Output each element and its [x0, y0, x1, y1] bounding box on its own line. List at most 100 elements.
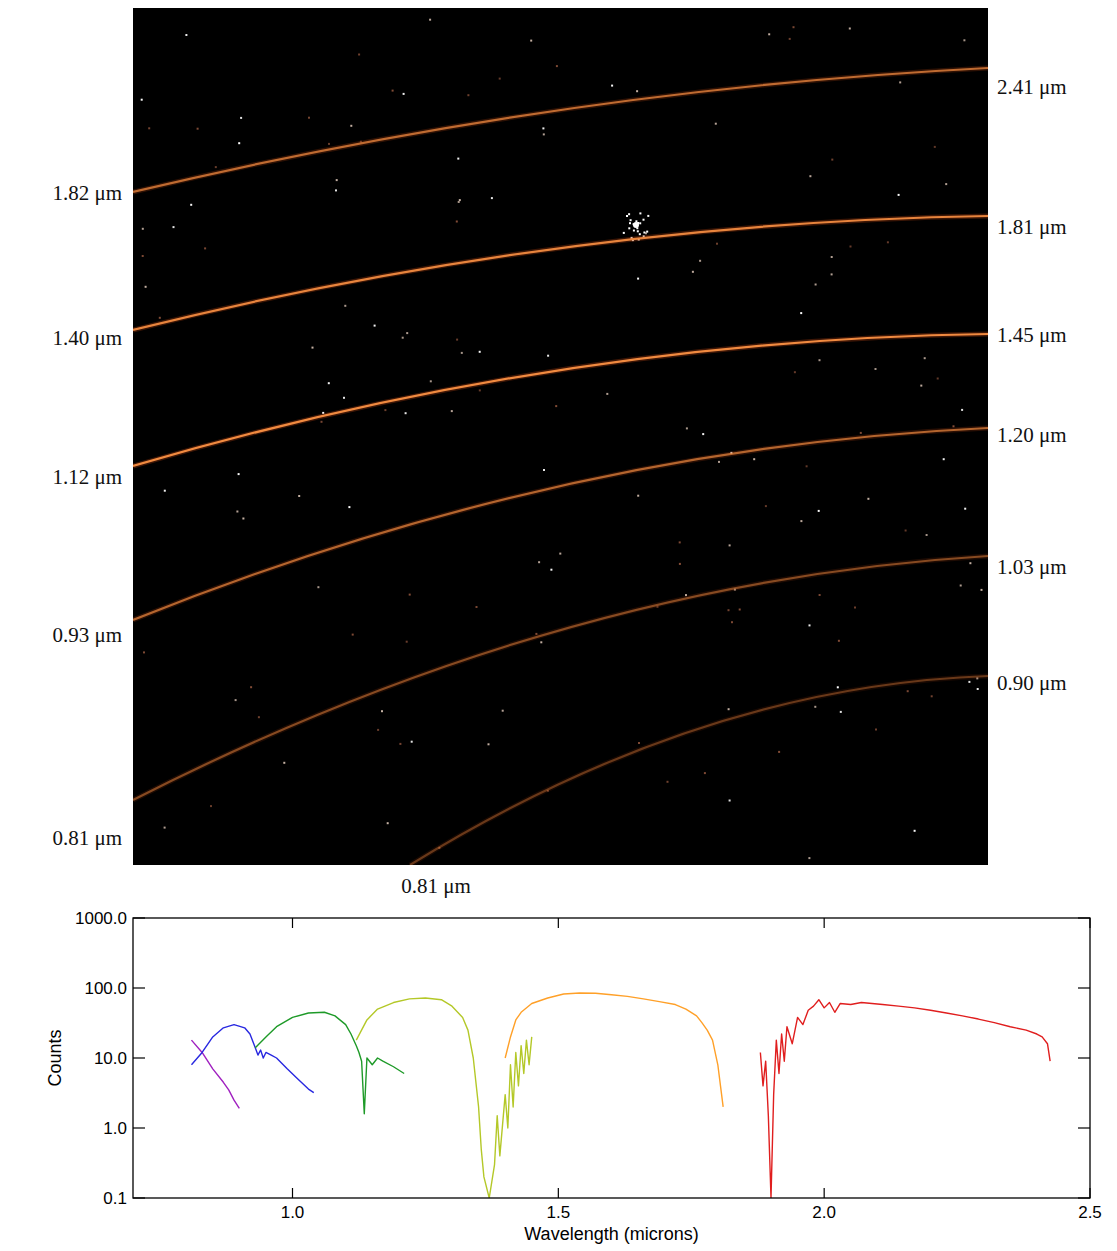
speckle: [953, 425, 955, 427]
speckle: [945, 183, 947, 185]
speckle: [808, 857, 810, 859]
speckle: [238, 473, 240, 475]
order-end-label: 2.41 μm: [997, 75, 1067, 99]
speckle: [838, 640, 840, 642]
speckle: [459, 199, 461, 201]
speckle: [794, 371, 796, 373]
order-glow: [133, 216, 988, 330]
speckle: [499, 78, 501, 80]
speckle: [336, 179, 338, 181]
speckle: [686, 427, 688, 429]
y-tick-label: 0.1: [103, 1189, 127, 1208]
speckle: [502, 710, 504, 712]
order-start-label: 0.81 μm: [401, 874, 471, 898]
y-tick: [1078, 1197, 1090, 1198]
speckle: [429, 19, 431, 21]
order-glow: [133, 334, 988, 466]
speckle: [204, 247, 206, 249]
speckle: [850, 246, 852, 248]
y-tick: [1078, 917, 1090, 918]
speckle: [626, 215, 628, 217]
order-start-label: 0.93 μm: [52, 623, 122, 647]
speckle: [905, 530, 907, 532]
speckle: [633, 230, 635, 232]
speckle: [715, 123, 717, 125]
speckle: [768, 33, 770, 35]
speckle: [142, 228, 144, 230]
speckle: [637, 230, 639, 232]
speckle: [914, 830, 916, 832]
speckle: [242, 518, 244, 520]
speckle: [350, 125, 352, 127]
speckle: [739, 609, 741, 611]
speckle: [402, 337, 404, 339]
speckle: [479, 351, 481, 353]
order-start-label: 1.40 μm: [52, 326, 122, 350]
x-tick: [824, 918, 825, 928]
order-glow: [133, 428, 988, 620]
x-tick-label: 2.0: [812, 1203, 836, 1222]
speckle: [637, 495, 639, 497]
speckle: [185, 34, 187, 36]
speckle: [328, 382, 330, 384]
speckle: [926, 534, 928, 536]
speckle: [392, 90, 394, 92]
speckle: [907, 690, 909, 692]
speckle: [164, 490, 166, 492]
speckle: [476, 606, 478, 608]
speckle: [352, 634, 354, 636]
speckle: [638, 742, 640, 744]
speckle: [699, 260, 701, 262]
speckle: [815, 284, 817, 286]
speckle: [633, 222, 639, 228]
speckle: [702, 433, 704, 435]
y-tick: [133, 987, 145, 988]
speckle: [141, 99, 143, 101]
speckle: [789, 38, 791, 40]
speckle: [831, 273, 833, 275]
echelle-image: [133, 8, 988, 865]
speckle: [321, 421, 323, 423]
speckle: [479, 389, 481, 391]
order-trace: [410, 676, 988, 865]
y-tick-label: 100.0: [84, 979, 127, 998]
x-tick: [292, 1188, 293, 1198]
speckle: [430, 380, 432, 382]
speckle: [328, 143, 330, 145]
speckle: [348, 506, 350, 508]
speckle: [343, 397, 345, 399]
speckle: [403, 93, 405, 95]
speckle: [639, 233, 641, 235]
speckle: [647, 215, 649, 217]
y-tick: [1078, 1127, 1090, 1128]
orders: [133, 19, 988, 865]
spectrum-line: [760, 1000, 1050, 1198]
order-start-label: 1.82 μm: [52, 181, 122, 205]
speckle: [860, 432, 862, 434]
x-tick: [558, 1188, 559, 1198]
speckle: [981, 589, 983, 591]
speckle: [235, 699, 237, 701]
speckle: [849, 28, 851, 30]
x-tick: [824, 1188, 825, 1198]
speckle: [628, 213, 630, 215]
y-tick: [133, 1197, 145, 1198]
speckle: [840, 711, 842, 713]
order-start-label: 0.81 μm: [52, 826, 122, 850]
speckle: [456, 339, 458, 341]
speckle: [399, 743, 401, 745]
speckle: [814, 706, 816, 708]
speckle: [679, 541, 681, 543]
order-trace: [133, 216, 988, 330]
speckle: [606, 393, 608, 395]
y-tick: [133, 1057, 145, 1058]
speckle: [451, 410, 453, 412]
speckle: [542, 127, 544, 129]
order-trace: [133, 334, 988, 466]
speckle: [819, 359, 821, 361]
y-axis-title: Counts: [45, 1029, 65, 1086]
speckle: [250, 686, 252, 688]
speckle: [875, 729, 877, 731]
speckle: [809, 175, 811, 177]
speckle: [387, 822, 389, 824]
